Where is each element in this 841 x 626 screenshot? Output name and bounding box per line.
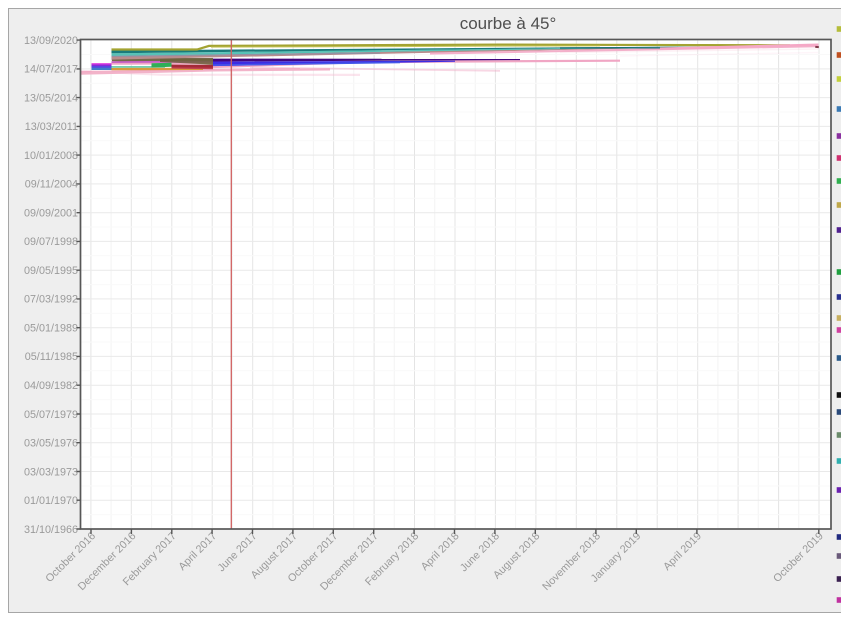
svg-text:courbe à 45°: courbe à 45° [460,14,557,33]
svg-text:10/01/2008: 10/01/2008 [24,150,78,162]
svg-text:05/07/1979: 05/07/1979 [24,409,78,421]
svg-text:09/07/1998: 09/07/1998 [24,236,78,248]
svg-text:13/09/2020: 13/09/2020 [24,35,78,47]
svg-text:03/05/1976: 03/05/1976 [24,438,78,450]
svg-text:05/01/1989: 05/01/1989 [24,323,78,335]
svg-text:05/11/1985: 05/11/1985 [25,351,78,363]
svg-text:13/05/2014: 13/05/2014 [24,92,78,104]
svg-text:13/03/2011: 13/03/2011 [25,121,78,133]
svg-text:09/05/1995: 09/05/1995 [24,265,78,277]
svg-text:09/09/2001: 09/09/2001 [24,208,78,220]
svg-text:07/03/1992: 07/03/1992 [24,294,78,306]
svg-text:04/09/1982: 04/09/1982 [24,380,78,392]
svg-text:01/01/1970: 01/01/1970 [24,495,78,507]
svg-text:09/11/2004: 09/11/2004 [25,179,78,191]
svg-text:14/07/2017: 14/07/2017 [24,64,78,76]
svg-text:31/10/1966: 31/10/1966 [24,524,78,536]
svg-text:03/03/1973: 03/03/1973 [24,466,78,478]
